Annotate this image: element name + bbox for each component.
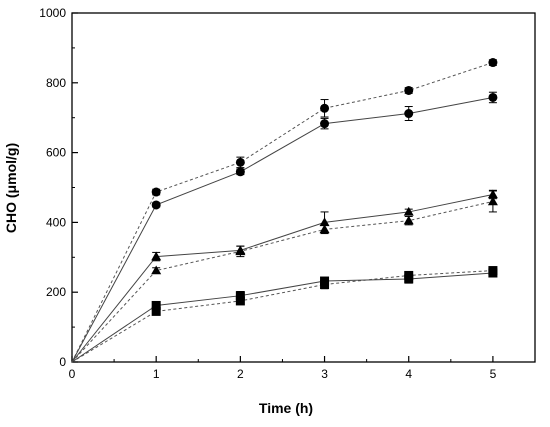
data-point <box>319 224 330 234</box>
series-5 <box>71 268 498 363</box>
y-tick-label: 0 <box>59 355 66 369</box>
y-axis-title: CHO (μmol/g) <box>3 143 19 233</box>
series-layer <box>71 58 498 363</box>
series-line <box>71 272 493 363</box>
data-point <box>235 296 245 306</box>
plot-frame <box>71 12 536 363</box>
x-tick-label: 1 <box>153 367 160 381</box>
series-line <box>71 96 494 363</box>
data-point <box>235 291 245 301</box>
data-point <box>151 300 161 310</box>
y-tick-label: 1000 <box>39 6 66 20</box>
data-point <box>235 157 245 167</box>
data-point <box>404 109 414 119</box>
data-point <box>404 274 414 284</box>
series-line <box>71 193 494 363</box>
series-line <box>71 270 493 363</box>
data-point <box>151 265 162 275</box>
x-tick-label: 4 <box>405 367 412 381</box>
data-point <box>235 246 246 256</box>
axes: 0 1 2 3 4 5 0 200 400 600 800 1000 <box>39 6 536 381</box>
data-point <box>151 251 162 261</box>
data-point <box>488 268 498 278</box>
data-point <box>320 103 330 113</box>
data-point <box>403 206 414 216</box>
y-tick-label: 800 <box>46 76 66 90</box>
series-0 <box>71 58 498 363</box>
x-tick-label: 0 <box>69 367 76 381</box>
data-point <box>151 200 161 210</box>
series-4 <box>71 266 498 363</box>
x-tick-label: 3 <box>321 367 328 381</box>
series-line <box>71 62 494 363</box>
series-3 <box>71 190 498 363</box>
y-tick-label: 600 <box>46 146 66 160</box>
data-point <box>151 306 161 316</box>
data-point <box>320 276 330 286</box>
data-point <box>487 196 498 206</box>
x-tick-label: 5 <box>490 367 497 381</box>
data-point <box>235 167 245 177</box>
data-point <box>319 217 330 227</box>
data-point <box>404 85 414 95</box>
data-point <box>488 92 498 102</box>
x-axis-title: Time (h) <box>259 400 313 416</box>
data-point <box>320 119 330 129</box>
y-tick-label: 400 <box>46 215 66 229</box>
data-point <box>403 215 414 225</box>
data-point <box>488 58 498 68</box>
y-tick-label: 200 <box>46 285 66 299</box>
series-1 <box>71 91 498 363</box>
x-tick-label: 2 <box>237 367 244 381</box>
data-point <box>151 187 161 197</box>
series-line <box>71 200 494 363</box>
